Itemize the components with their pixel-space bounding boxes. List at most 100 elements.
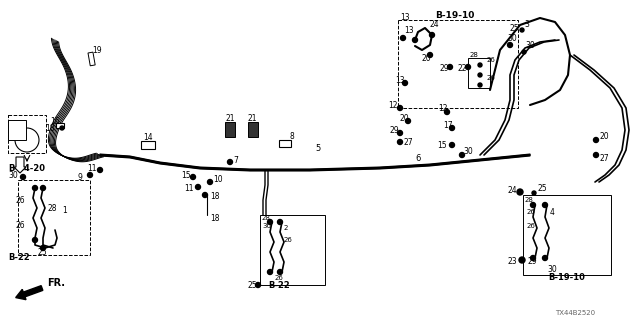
Text: B-22: B-22 (8, 253, 29, 262)
Text: 25: 25 (537, 183, 547, 193)
Text: 24: 24 (508, 186, 518, 195)
Circle shape (478, 63, 482, 67)
Text: 1: 1 (62, 205, 67, 214)
Text: 25: 25 (248, 281, 258, 290)
Text: 27: 27 (599, 154, 609, 163)
Circle shape (207, 180, 212, 185)
Text: 26: 26 (15, 220, 24, 229)
Text: 26: 26 (284, 237, 293, 243)
Text: 13: 13 (404, 26, 413, 35)
Text: 26: 26 (527, 209, 536, 215)
Circle shape (33, 237, 38, 243)
Text: 13: 13 (400, 12, 410, 21)
Text: 29: 29 (528, 258, 538, 267)
Circle shape (195, 185, 200, 189)
Text: 23: 23 (508, 258, 518, 267)
Text: 22: 22 (458, 63, 467, 73)
Text: 10: 10 (213, 174, 223, 183)
Text: 20: 20 (400, 114, 410, 123)
Circle shape (401, 36, 406, 41)
Circle shape (227, 159, 232, 164)
Text: 27: 27 (403, 138, 413, 147)
Circle shape (20, 174, 26, 180)
Text: 18: 18 (210, 191, 220, 201)
Bar (8, 120, 26, 140)
Bar (248, 122, 258, 137)
Text: 28: 28 (525, 197, 534, 203)
Circle shape (593, 153, 598, 157)
Circle shape (397, 140, 403, 145)
Text: 18: 18 (210, 213, 220, 222)
FancyArrow shape (16, 286, 43, 300)
Circle shape (593, 138, 598, 142)
Text: 21: 21 (225, 114, 234, 123)
Text: 19: 19 (92, 45, 102, 54)
Text: 26: 26 (15, 196, 24, 204)
Text: 7: 7 (233, 156, 238, 164)
Text: 6: 6 (415, 154, 420, 163)
Circle shape (445, 109, 449, 115)
Text: 26: 26 (487, 57, 496, 63)
Text: 25: 25 (510, 23, 520, 33)
Text: 13: 13 (395, 76, 404, 84)
Text: 20: 20 (599, 132, 609, 140)
Circle shape (519, 257, 525, 263)
Circle shape (278, 220, 282, 225)
Text: 25: 25 (38, 247, 47, 257)
Circle shape (449, 142, 454, 148)
Text: 11: 11 (87, 164, 97, 172)
Circle shape (465, 65, 470, 69)
Text: 30: 30 (547, 266, 557, 275)
Circle shape (40, 186, 45, 190)
Text: 18: 18 (45, 124, 54, 132)
Text: 29: 29 (389, 125, 399, 134)
Text: B-22: B-22 (268, 281, 290, 290)
Text: 26: 26 (487, 75, 496, 81)
Circle shape (60, 126, 64, 130)
Text: 28: 28 (262, 215, 271, 221)
Circle shape (517, 189, 523, 195)
Circle shape (429, 33, 435, 37)
FancyArrow shape (14, 157, 26, 173)
Circle shape (191, 174, 195, 180)
Text: 28: 28 (47, 204, 56, 212)
Text: 30: 30 (8, 171, 18, 180)
Bar (18, 180, 90, 255)
Text: FR.: FR. (47, 278, 65, 288)
Circle shape (460, 153, 465, 157)
Circle shape (520, 28, 524, 32)
Bar (88, 52, 95, 66)
Text: 3: 3 (524, 20, 529, 28)
Circle shape (522, 50, 526, 54)
Text: 4: 4 (550, 207, 555, 217)
Text: 30: 30 (262, 223, 271, 229)
Bar (523, 195, 611, 275)
Bar (225, 122, 235, 137)
Text: 17: 17 (443, 121, 452, 130)
Text: 5: 5 (315, 143, 320, 153)
Circle shape (449, 125, 454, 131)
Text: 21: 21 (248, 114, 257, 123)
Bar (279, 140, 291, 147)
Bar (398, 20, 518, 108)
Circle shape (40, 245, 45, 251)
Text: 26: 26 (527, 223, 536, 229)
Circle shape (478, 83, 482, 87)
Circle shape (447, 65, 452, 69)
Text: 16: 16 (50, 116, 60, 125)
Text: 20: 20 (422, 53, 431, 62)
Text: 12: 12 (438, 103, 447, 113)
Circle shape (88, 172, 93, 178)
Bar (8, 115, 46, 153)
Circle shape (403, 81, 408, 85)
Circle shape (543, 203, 547, 207)
Circle shape (531, 203, 536, 207)
Text: 15: 15 (181, 171, 191, 180)
Circle shape (97, 167, 102, 172)
Text: B-19-10: B-19-10 (435, 11, 474, 20)
Circle shape (397, 106, 403, 110)
Bar (468, 58, 490, 88)
Text: 30: 30 (525, 41, 535, 50)
Circle shape (428, 52, 433, 58)
Circle shape (543, 255, 547, 260)
